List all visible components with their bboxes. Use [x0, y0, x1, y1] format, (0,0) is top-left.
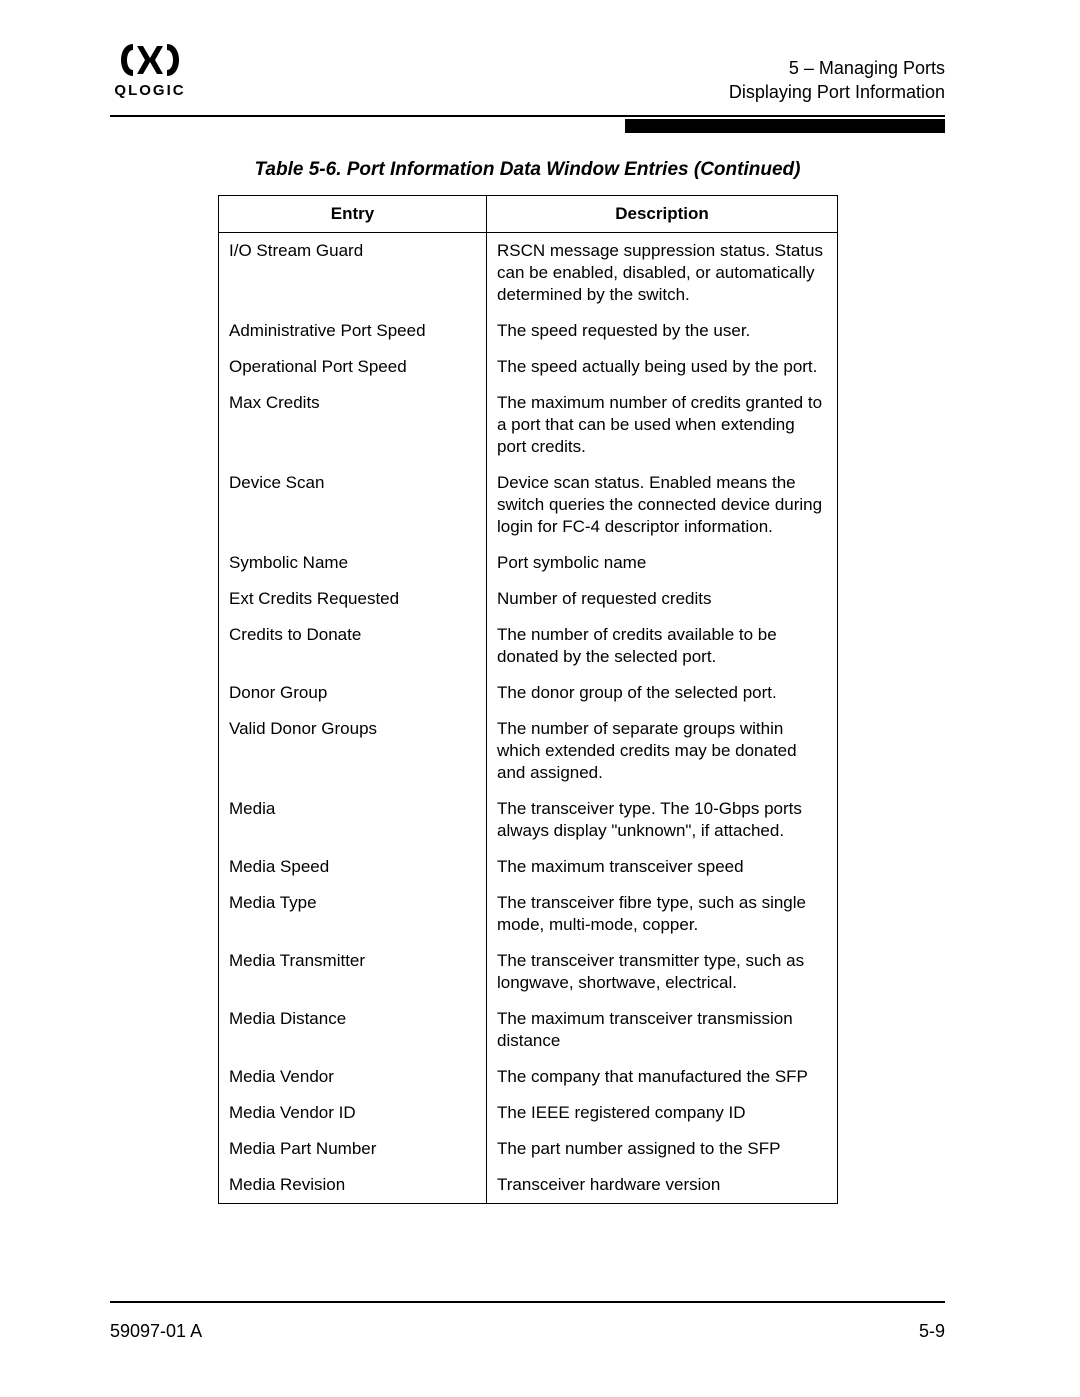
- header-thin-rule: [110, 115, 945, 117]
- description-cell: The speed requested by the user.: [487, 313, 837, 349]
- description-cell: The number of separate groups within whi…: [487, 711, 837, 791]
- description-cell: Device scan status. Enabled means the sw…: [487, 465, 837, 545]
- header-chapter: 5 – Managing Ports: [729, 56, 945, 80]
- description-cell: The company that manufactured the SFP: [487, 1059, 837, 1095]
- entry-cell: Media Transmitter: [219, 943, 486, 1001]
- brand-name: QLOGIC: [110, 82, 190, 99]
- entry-cell: Max Credits: [219, 385, 486, 465]
- description-cell: The speed actually being used by the por…: [487, 349, 837, 385]
- description-cell: The maximum transceiver transmission dis…: [487, 1001, 837, 1059]
- description-cell: The IEEE registered company ID: [487, 1095, 837, 1131]
- table-wrap: Entry Description I/O Stream GuardAdmini…: [218, 195, 945, 1204]
- table-header-row: Entry Description: [219, 195, 838, 232]
- description-cell: Port symbolic name: [487, 545, 837, 581]
- brand-logo: QLOGIC: [110, 40, 190, 99]
- entry-cell: Media Type: [219, 885, 486, 943]
- page-footer: 59097-01 A 5-9: [110, 1301, 945, 1342]
- entry-cell: Media Part Number: [219, 1131, 486, 1167]
- page-body: QLOGIC 5 – Managing Ports Displaying Por…: [110, 40, 945, 1297]
- entry-cell: Media Distance: [219, 1001, 486, 1059]
- header-black-bar: [625, 119, 945, 133]
- table-row: I/O Stream GuardAdministrative Port Spee…: [219, 232, 838, 1203]
- page-header: QLOGIC 5 – Managing Ports Displaying Por…: [110, 40, 945, 105]
- entry-cell: I/O Stream Guard: [219, 233, 486, 313]
- description-cell: Transceiver hardware version: [487, 1167, 837, 1203]
- description-cell: The maximum number of credits granted to…: [487, 385, 837, 465]
- header-rule: [110, 115, 945, 129]
- qlogic-mark-icon: [119, 40, 181, 80]
- th-description: Description: [487, 195, 838, 232]
- entry-cell: Media: [219, 791, 486, 849]
- entry-cell: Symbolic Name: [219, 545, 486, 581]
- description-cell: RSCN message suppression status. Status …: [487, 233, 837, 313]
- description-cell: The maximum transceiver speed: [487, 849, 837, 885]
- footer-doc-id: 59097-01 A: [110, 1321, 202, 1342]
- entry-cell: Administrative Port Speed: [219, 313, 486, 349]
- description-cell: The transceiver transmitter type, such a…: [487, 943, 837, 1001]
- entry-cell: Credits to Donate: [219, 617, 486, 675]
- entry-cell: Valid Donor Groups: [219, 711, 486, 791]
- entry-cell: Media Revision: [219, 1167, 486, 1203]
- description-cell: The part number assigned to the SFP: [487, 1131, 837, 1167]
- table-caption: Table 5-6. Port Information Data Window …: [110, 159, 945, 181]
- footer-rule: [110, 1301, 945, 1303]
- th-entry: Entry: [219, 195, 487, 232]
- description-cell: The number of credits available to be do…: [487, 617, 837, 675]
- entry-cell: Media Vendor: [219, 1059, 486, 1095]
- footer-row: 59097-01 A 5-9: [110, 1321, 945, 1342]
- entry-cell: Operational Port Speed: [219, 349, 486, 385]
- header-section: Displaying Port Information: [729, 80, 945, 104]
- description-cell: The transceiver fibre type, such as sing…: [487, 885, 837, 943]
- entry-cell: Media Speed: [219, 849, 486, 885]
- footer-page-num: 5-9: [919, 1321, 945, 1342]
- entry-cell: Ext Credits Requested: [219, 581, 486, 617]
- description-cell: Number of requested credits: [487, 581, 837, 617]
- entry-cell: Device Scan: [219, 465, 486, 545]
- description-cell: The donor group of the selected port.: [487, 675, 837, 711]
- header-right: 5 – Managing Ports Displaying Port Infor…: [729, 40, 945, 105]
- entry-cell: Media Vendor ID: [219, 1095, 486, 1131]
- description-cell: The transceiver type. The 10-Gbps ports …: [487, 791, 837, 849]
- entry-cell: Donor Group: [219, 675, 486, 711]
- port-info-table: Entry Description I/O Stream GuardAdmini…: [218, 195, 838, 1204]
